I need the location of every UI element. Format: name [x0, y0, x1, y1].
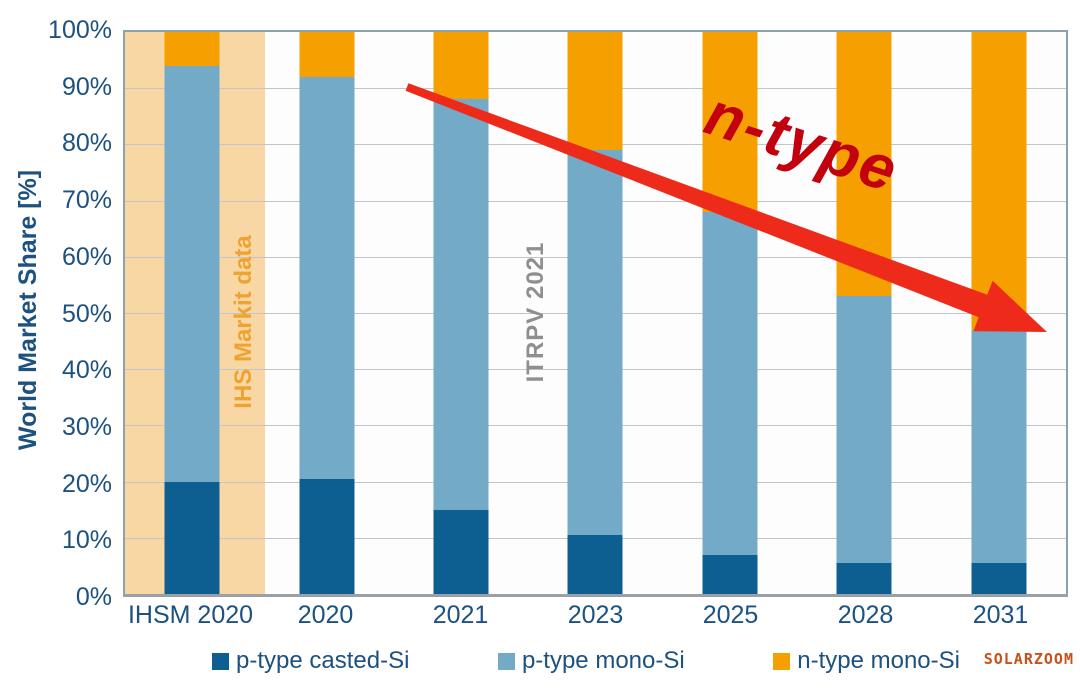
y-tick-label: 60%: [61, 242, 112, 271]
x-tick-label: 2028: [837, 601, 894, 629]
bar-segment: [299, 478, 355, 594]
bar-segment: [836, 296, 892, 564]
y-tick-label: 80%: [61, 129, 112, 158]
itrpv-source-label: ITRPV 2021: [522, 241, 549, 383]
bar-segment: [433, 99, 489, 510]
x-tick-label: 2021: [432, 601, 489, 629]
y-tick-label: 50%: [61, 299, 112, 328]
legend-item: p-type mono-Si: [497, 647, 685, 674]
y-tick-label: 40%: [61, 356, 112, 385]
legend-label: p-type mono-Si: [521, 647, 685, 674]
y-tick-label: 100%: [48, 16, 112, 44]
stacked-bar: [567, 32, 623, 594]
x-tick-label: 2020: [297, 601, 354, 629]
bar-segment: [164, 65, 220, 482]
legend-item: n-type mono-Si: [773, 648, 960, 674]
bar-segment: [433, 509, 489, 594]
bar-segment: [164, 481, 220, 594]
x-tick-label: 2023: [567, 601, 624, 629]
bar-segment: [971, 329, 1027, 564]
bar-segment: [164, 32, 220, 66]
bar-segment: [702, 211, 758, 555]
bar-segment: [567, 32, 623, 151]
bar-segment: [299, 32, 355, 77]
bar-column-2031: [932, 32, 1066, 594]
stacked-bar: [164, 32, 220, 594]
plot-area: IHS Markit data ITRPV 2021 n-type: [123, 30, 1068, 597]
legend-label: n-type mono-Si: [797, 647, 960, 674]
y-tick-label: 20%: [61, 469, 112, 498]
bar-segment: [836, 563, 892, 594]
ihs-markit-label: IHS Markit data: [230, 235, 257, 409]
bar-segment: [702, 554, 758, 594]
bar-segment: [971, 32, 1027, 330]
bar-segment: [567, 150, 623, 535]
bars-layer: [125, 32, 1066, 594]
legend-swatch-icon: [773, 652, 791, 670]
bar-segment: [299, 76, 355, 479]
bar-column-2021: [394, 32, 528, 594]
legend-swatch-icon: [212, 652, 229, 670]
y-tick-label: 30%: [61, 412, 112, 441]
stacked-bar: [299, 32, 355, 594]
y-tick-label: 0%: [75, 583, 112, 611]
bar-segment: [433, 32, 489, 100]
legend-swatch-icon: [497, 652, 515, 670]
bar-segment: [971, 563, 1027, 594]
bar-column-ihsm-2020: [125, 32, 259, 594]
x-tick-label: IHSM 2020: [127, 601, 254, 629]
legend-label: p-type casted-Si: [236, 647, 410, 674]
legend-item: p-type casted-Si: [212, 648, 409, 674]
y-axis-ticks: 0% 10% 20% 30% 40% 50% 60% 70% 80% 90% 100%: [0, 16, 112, 611]
stacked-bar: [971, 32, 1027, 594]
watermark: SOLARZOOM: [983, 650, 1074, 668]
x-axis-labels: IHSM 2020 2020 2021 2023 2025 2028 2031: [123, 601, 1068, 635]
stacked-bar: [433, 32, 489, 594]
bar-column-2020: [259, 32, 393, 594]
x-tick-label: 2031: [972, 601, 1029, 629]
y-tick-label: 10%: [61, 526, 112, 555]
y-tick-label: 90%: [61, 72, 112, 101]
bar-segment: [567, 535, 623, 594]
legend: p-type casted-Si p-type mono-Si n-type mon…: [212, 648, 960, 674]
x-tick-label: 2025: [702, 601, 759, 629]
y-tick-label: 70%: [61, 186, 112, 215]
